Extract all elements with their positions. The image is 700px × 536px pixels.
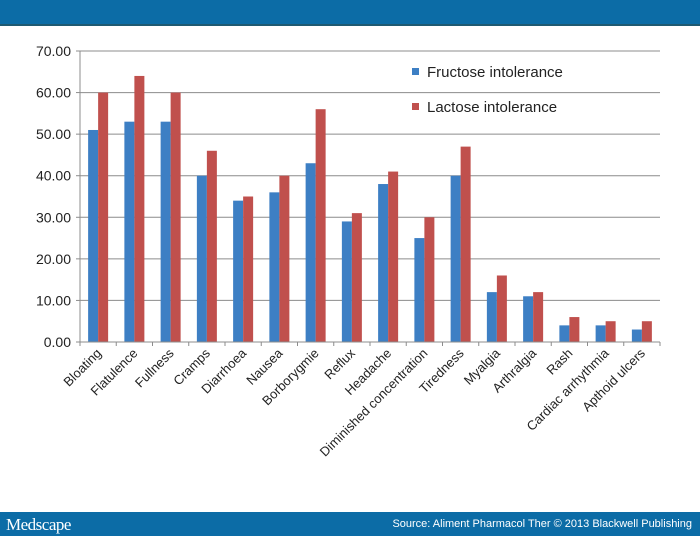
bar-lactose bbox=[243, 196, 254, 342]
bar-lactose bbox=[315, 109, 326, 342]
x-tick-label: Apthoid ulcers bbox=[579, 345, 648, 414]
y-tick-label: 30.00 bbox=[36, 209, 71, 225]
bar-fructose bbox=[305, 163, 316, 342]
bar-fructose bbox=[269, 192, 280, 342]
bar-lactose bbox=[424, 217, 435, 342]
legend-swatch bbox=[412, 68, 419, 75]
bar-lactose bbox=[496, 275, 507, 342]
y-tick-label: 0.00 bbox=[44, 334, 71, 350]
y-tick-label: 10.00 bbox=[36, 292, 71, 308]
bar-lactose bbox=[279, 175, 290, 342]
bar-fructose bbox=[124, 121, 135, 343]
bar-fructose bbox=[196, 175, 207, 342]
y-tick-label: 40.00 bbox=[36, 168, 71, 184]
bar-fructose bbox=[486, 292, 497, 342]
bar-lactose bbox=[388, 171, 399, 342]
footer-bar: Medscape Source: Aliment Pharmacol Ther … bbox=[0, 512, 700, 536]
bar-fructose bbox=[414, 238, 425, 342]
source-citation: Source: Aliment Pharmacol Ther © 2013 Bl… bbox=[392, 518, 692, 530]
bar-lactose bbox=[134, 75, 145, 342]
x-tick-label: Fullness bbox=[132, 345, 177, 390]
medscape-logo: Medscape bbox=[6, 515, 71, 534]
legend-swatch bbox=[412, 103, 419, 110]
bar-fructose bbox=[160, 121, 171, 343]
y-tick-label: 60.00 bbox=[36, 85, 71, 101]
bar-lactose bbox=[170, 92, 181, 342]
legend-label: Fructose intolerance bbox=[427, 64, 563, 81]
bar-fructose bbox=[88, 129, 99, 342]
bar-chart: 0.0010.0020.0030.0040.0050.0060.0070.00B… bbox=[36, 43, 661, 459]
bar-fructose bbox=[450, 175, 461, 342]
bar-lactose bbox=[206, 150, 217, 342]
y-tick-label: 70.00 bbox=[36, 43, 71, 59]
y-tick-label: 50.00 bbox=[36, 126, 71, 142]
bar-fructose bbox=[523, 296, 534, 342]
bar-fructose bbox=[631, 329, 642, 342]
bar-lactose bbox=[641, 321, 652, 342]
bar-fructose bbox=[559, 325, 570, 342]
bar-lactose bbox=[569, 317, 580, 342]
bar-fructose bbox=[595, 325, 606, 342]
bar-fructose bbox=[341, 221, 352, 342]
bar-lactose bbox=[460, 146, 471, 342]
legend-label: Lactose intolerance bbox=[427, 99, 557, 116]
bar-fructose bbox=[233, 200, 244, 342]
header-bar bbox=[0, 0, 700, 26]
bar-lactose bbox=[98, 92, 109, 342]
bar-lactose bbox=[351, 213, 362, 342]
bar-lactose bbox=[533, 292, 544, 342]
bar-lactose bbox=[605, 321, 616, 342]
bar-fructose bbox=[378, 184, 389, 342]
y-tick-label: 20.00 bbox=[36, 251, 71, 267]
x-tick-label: Rash bbox=[543, 346, 575, 378]
